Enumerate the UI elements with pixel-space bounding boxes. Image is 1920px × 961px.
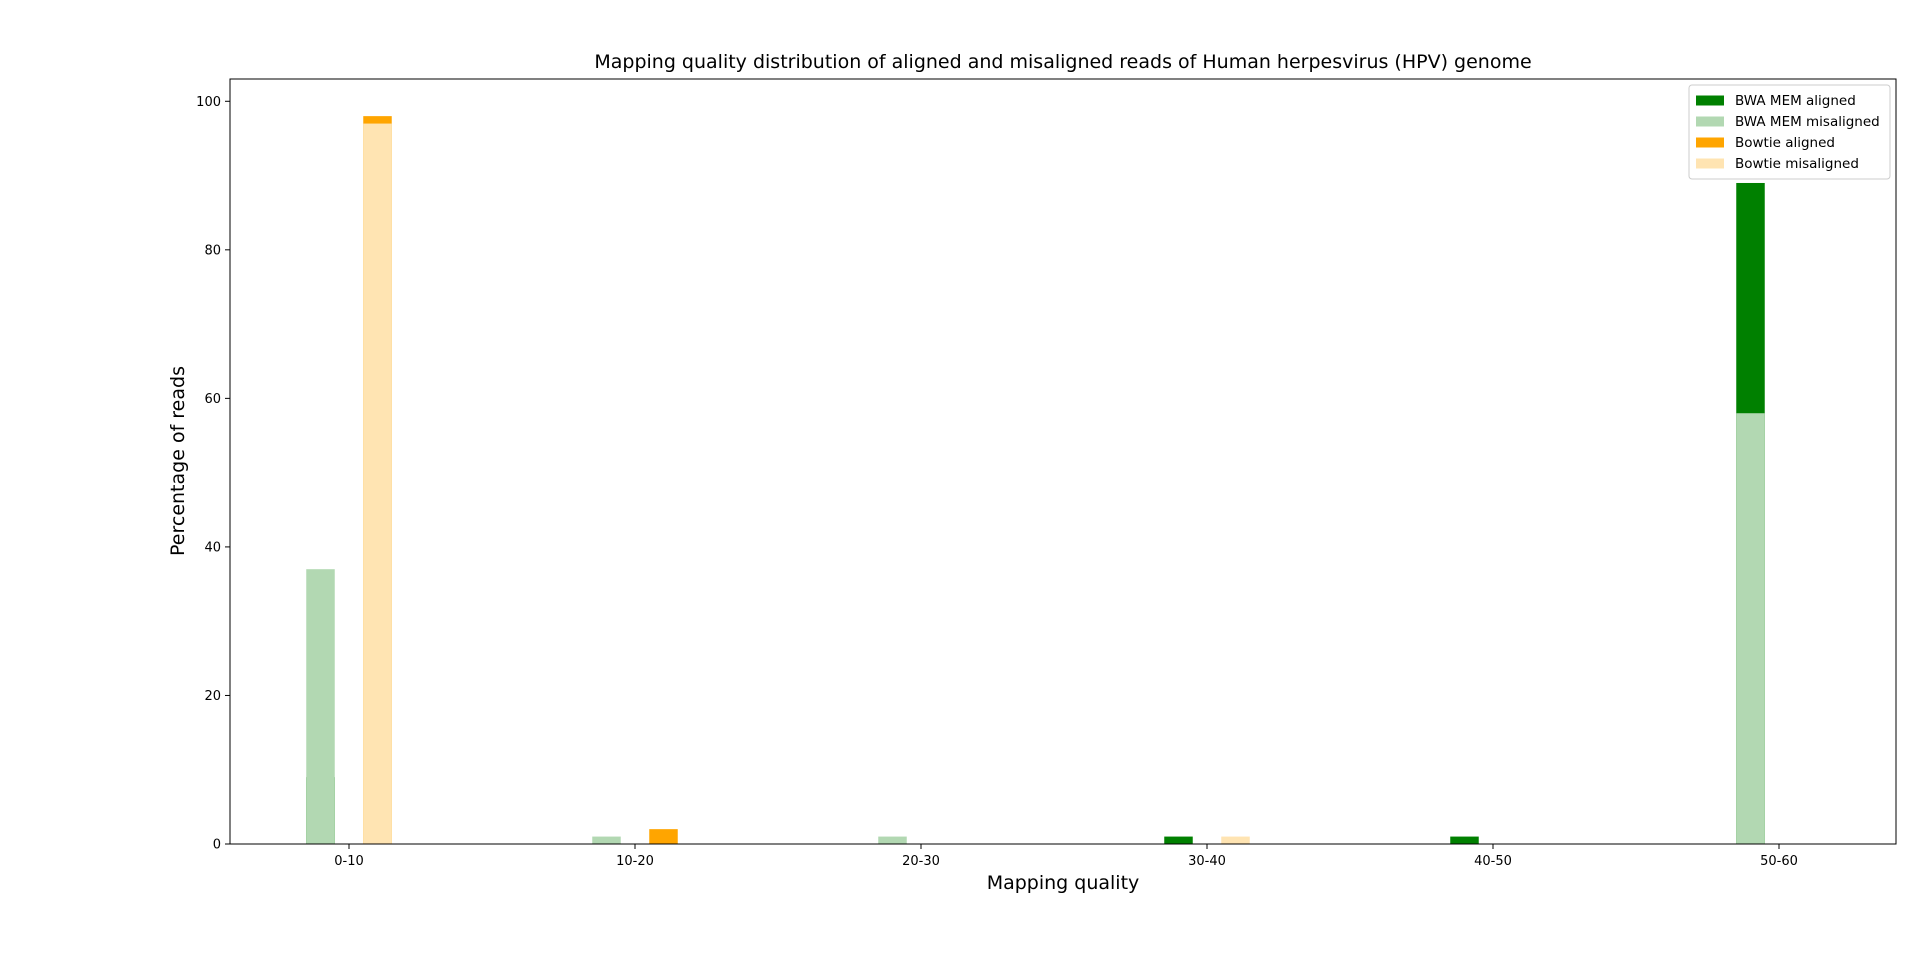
bar-bwa-mem-aligned-30-40 bbox=[1164, 836, 1193, 844]
y-axis-label: Percentage of reads bbox=[167, 366, 189, 556]
y-tick-label: 100 bbox=[196, 95, 221, 110]
x-tick-label: 30-40 bbox=[1188, 854, 1226, 869]
y-axis: 0 20 40 60 80 100 bbox=[196, 95, 230, 853]
x-tick-label: 50-60 bbox=[1760, 854, 1798, 869]
legend-swatch bbox=[1696, 158, 1724, 169]
x-tick-label: 0-10 bbox=[334, 854, 364, 869]
x-axis-label: Mapping quality bbox=[987, 872, 1140, 894]
bar-bowtie-aligned-10-20 bbox=[649, 829, 678, 844]
legend-swatch bbox=[1696, 116, 1724, 127]
x-tick-label: 40-50 bbox=[1474, 854, 1512, 869]
y-tick-label: 60 bbox=[204, 392, 221, 407]
legend-swatch bbox=[1696, 137, 1724, 148]
legend-entry: BWA MEM misaligned bbox=[1735, 114, 1880, 130]
bar-bowtie-misaligned-30-40 bbox=[1221, 836, 1250, 844]
chart-title: Mapping quality distribution of aligned … bbox=[594, 51, 1531, 73]
x-tick-label: 20-30 bbox=[902, 854, 940, 869]
legend-entry: Bowtie misaligned bbox=[1735, 156, 1859, 172]
legend-swatch bbox=[1696, 95, 1724, 106]
y-tick-label: 20 bbox=[204, 689, 221, 704]
bar-bwa-mem-misaligned-0-10 bbox=[306, 569, 335, 844]
y-tick-label: 80 bbox=[204, 243, 221, 258]
bar-bwa-mem-aligned-40-50 bbox=[1450, 836, 1479, 844]
bar-bwa-mem-misaligned-50-60 bbox=[1736, 413, 1765, 844]
bars bbox=[306, 116, 1765, 844]
legend-entry: Bowtie aligned bbox=[1735, 135, 1835, 151]
bar-bwa-mem-misaligned-20-30 bbox=[878, 836, 907, 844]
legend-entry: BWA MEM aligned bbox=[1735, 93, 1856, 109]
y-tick-label: 40 bbox=[204, 540, 221, 555]
x-axis: 0-10 10-20 20-30 30-40 40-50 50-60 bbox=[334, 844, 1798, 869]
bar-bwa-mem-misaligned-10-20 bbox=[592, 836, 621, 844]
bar-bowtie-misaligned-0-10 bbox=[363, 123, 392, 844]
y-tick-label: 0 bbox=[213, 838, 221, 853]
legend-box bbox=[1688, 84, 1891, 180]
legend: BWA MEM aligned BWA MEM misaligned Bowtie … bbox=[1688, 84, 1891, 180]
x-tick-label: 10-20 bbox=[616, 854, 654, 869]
plot-frame bbox=[229, 78, 1897, 845]
